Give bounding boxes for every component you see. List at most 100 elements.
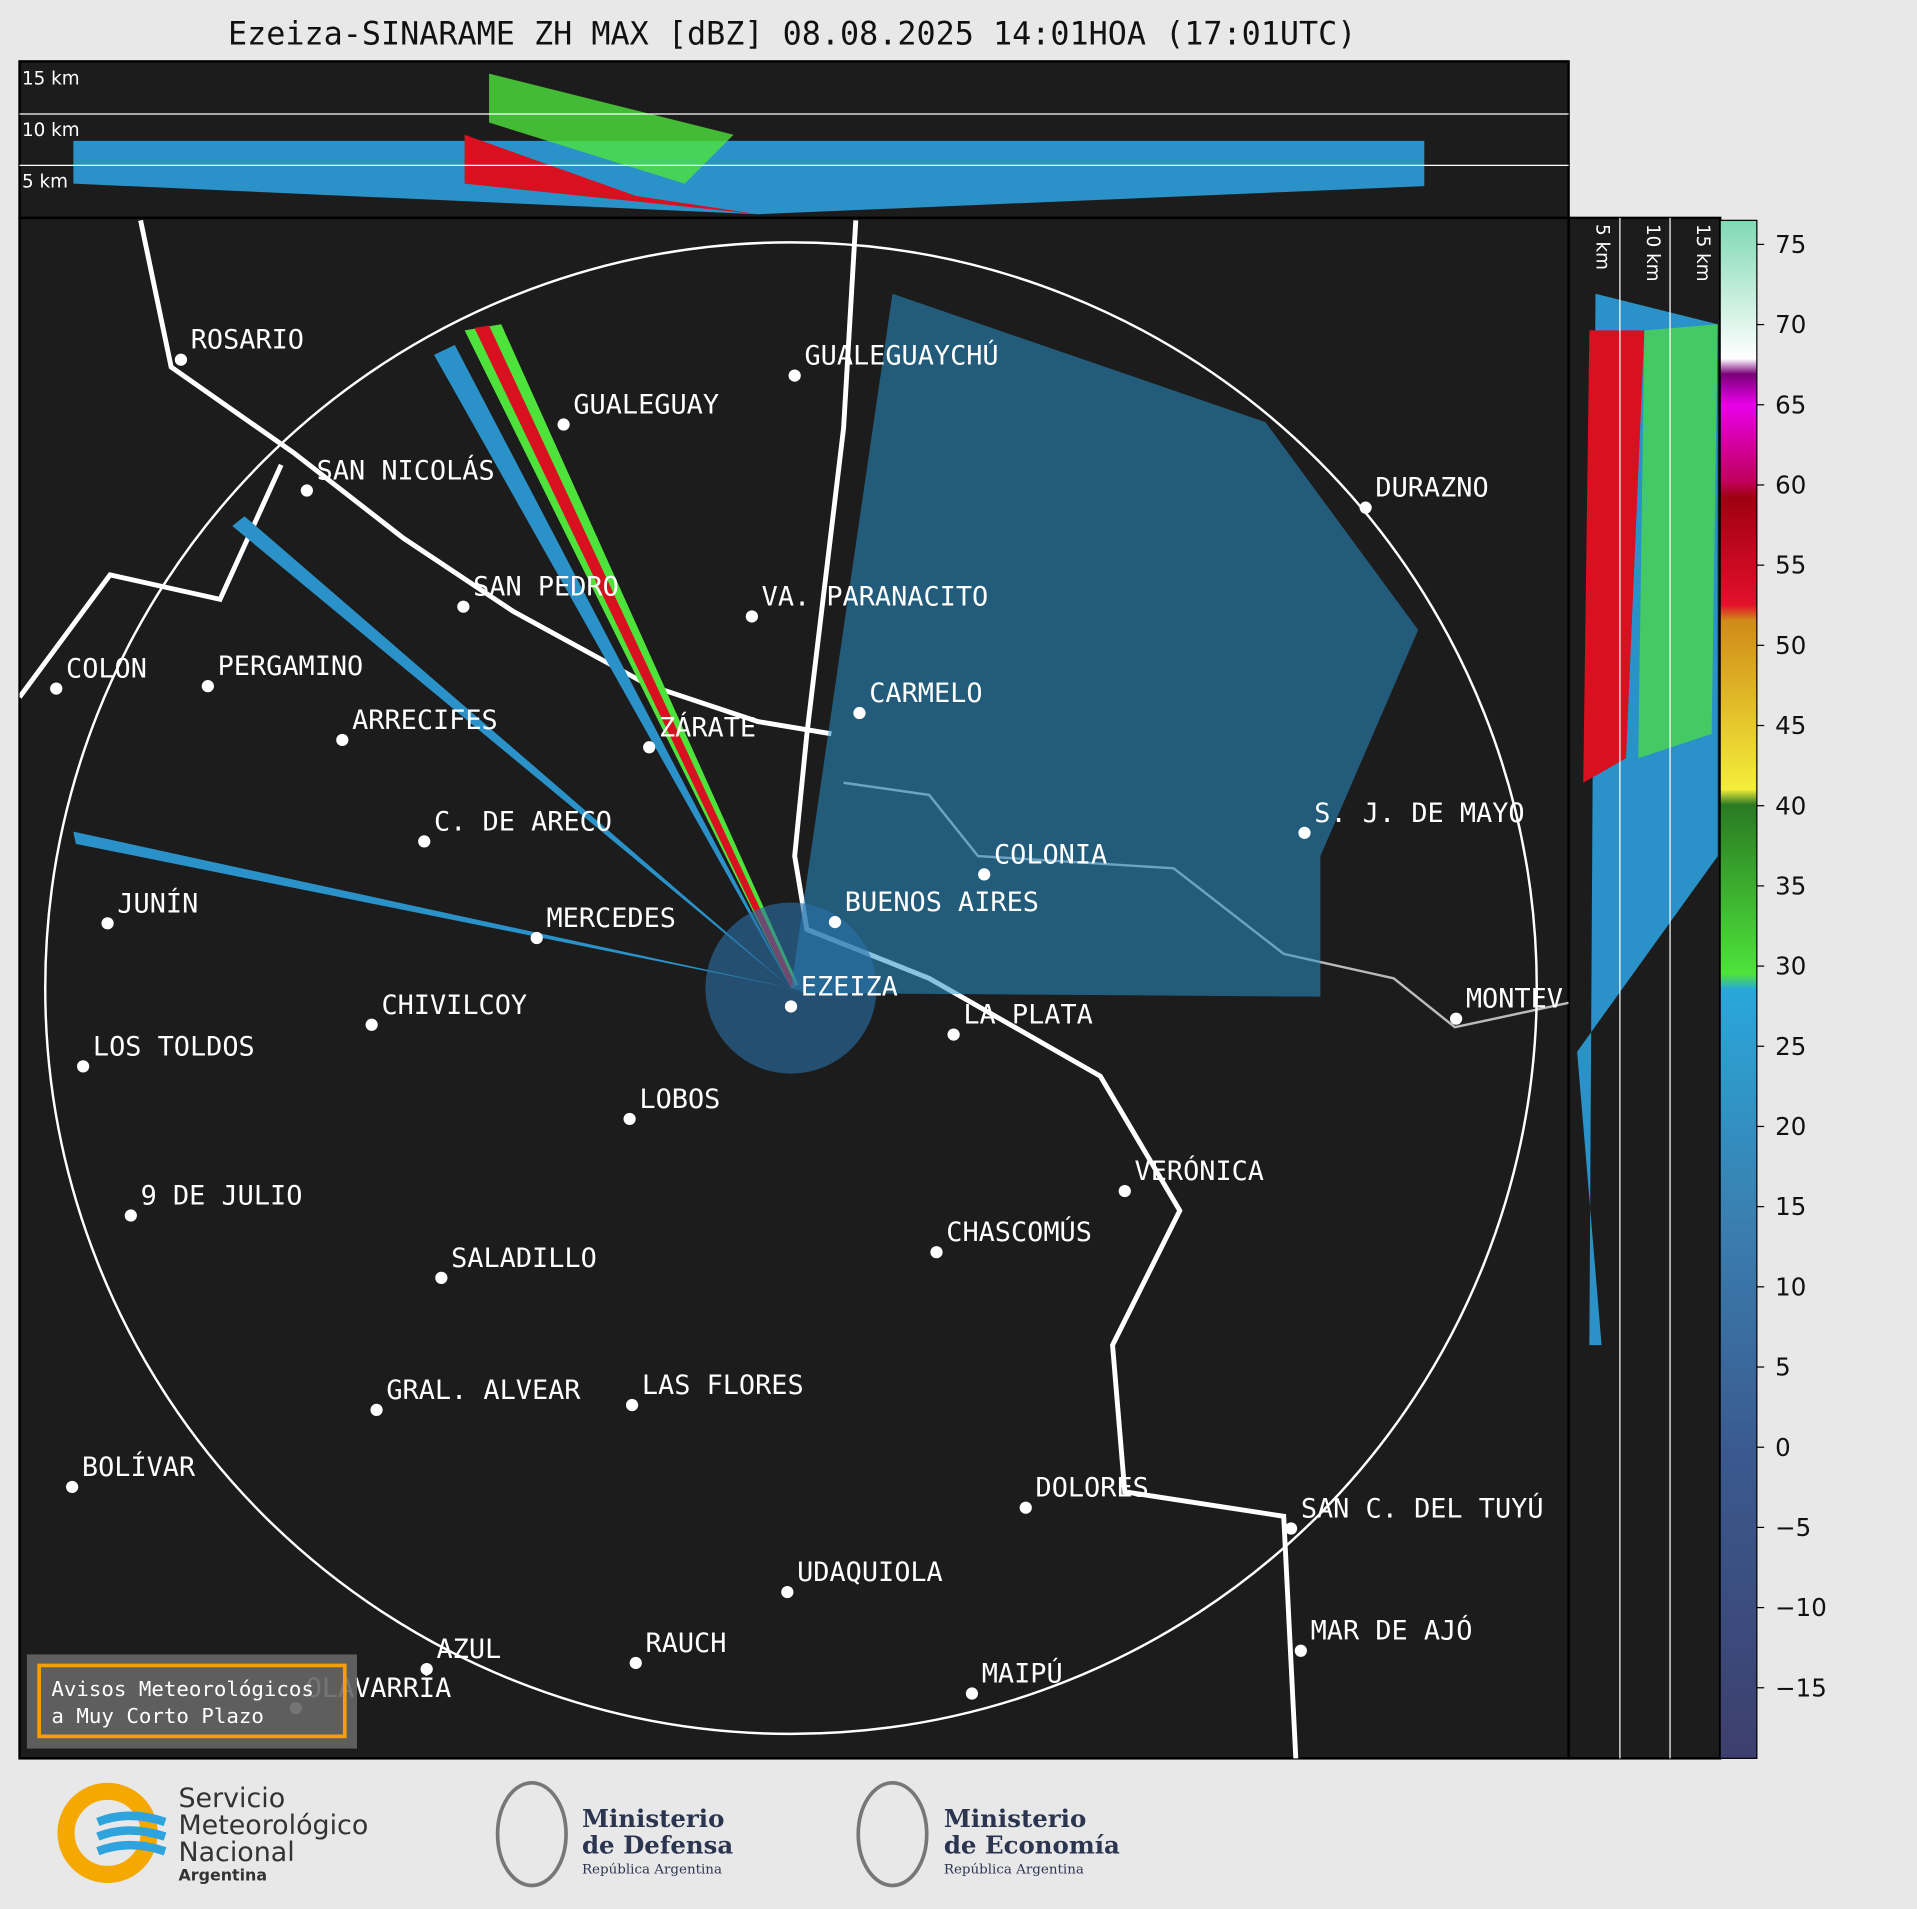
echo xyxy=(1638,324,1718,759)
city-label: GRAL. ALVEAR xyxy=(386,1375,581,1406)
coat-of-arms xyxy=(495,1780,568,1888)
title: Ezeiza-SINARAME ZH MAX [dBZ] 08.08.2025 … xyxy=(228,16,1356,52)
city-label: PERGAMINO xyxy=(218,651,364,682)
city-label: ROSARIO xyxy=(191,325,304,356)
warning-text: a Muy Corto Plazo xyxy=(51,1704,264,1728)
city-label: BUENOS AIRES xyxy=(845,887,1039,918)
height-label: 15 km xyxy=(22,69,80,90)
city-label: AZUL xyxy=(436,1634,501,1665)
city-label: DOLORES xyxy=(1036,1473,1149,1504)
echo xyxy=(1583,330,1645,783)
city-label: EZEIZA xyxy=(801,971,898,1002)
city-dot xyxy=(1284,1522,1298,1535)
city-dot xyxy=(745,610,758,623)
colorbar-tick-label: 30 xyxy=(1775,952,1806,981)
city-dot xyxy=(300,484,313,497)
city-dot xyxy=(457,600,470,613)
colorbar-tick-label: 70 xyxy=(1775,310,1806,339)
city-dot xyxy=(1298,826,1311,839)
city-dot xyxy=(643,741,656,754)
city-dot xyxy=(1019,1501,1032,1514)
colorbar-tick-label: 40 xyxy=(1775,791,1806,820)
city-label: SAN C. DEL TUYÚ xyxy=(1301,1492,1544,1524)
city-dot xyxy=(629,1656,642,1670)
city-label: RAUCH xyxy=(646,1628,727,1659)
echo xyxy=(464,134,758,215)
city-dot xyxy=(77,1060,90,1073)
city-label: 9 DE JULIO xyxy=(141,1181,303,1212)
colorbar-tick-label: −15 xyxy=(1775,1673,1827,1702)
city-dot xyxy=(781,1585,794,1599)
city-label: SALADILLO xyxy=(451,1243,597,1274)
city-dot xyxy=(1449,1012,1463,1025)
colorbar-tick-label: 5 xyxy=(1775,1353,1791,1382)
colorbar-tick-label: 35 xyxy=(1775,871,1806,900)
city-label: UDAQUIOLA xyxy=(797,1557,943,1588)
map-layer xyxy=(19,219,1569,1759)
logo-text: República Argentina xyxy=(944,1862,1084,1877)
city-label: LAS FLORES xyxy=(642,1370,804,1401)
city-label: ZÁRATE xyxy=(659,711,756,743)
city-label: VERÓNICA xyxy=(1135,1155,1264,1187)
city-dot xyxy=(418,835,431,848)
city-dot xyxy=(50,682,63,695)
city-dot xyxy=(788,369,801,382)
city-dot xyxy=(365,1018,378,1031)
city-label: COLONIA xyxy=(994,839,1107,870)
city-dot xyxy=(201,680,214,693)
colorbar-tick-label: 20 xyxy=(1775,1112,1806,1141)
city-dot xyxy=(174,353,188,366)
city-label: MAIPÚ xyxy=(982,1658,1063,1690)
city-dot xyxy=(1359,501,1372,514)
colorbar-tick-label: 25 xyxy=(1775,1032,1806,1061)
city-label: ARRECIFES xyxy=(352,705,498,736)
logo-text: Ministerio xyxy=(944,1804,1086,1833)
colorbar-tick-label: 60 xyxy=(1775,471,1806,500)
echo xyxy=(232,516,792,989)
city-label: CARMELO xyxy=(869,678,982,709)
city-dot xyxy=(557,418,570,431)
city-dot xyxy=(623,1112,636,1126)
city-label: MAR DE AJÓ xyxy=(1311,1615,1473,1647)
city-label: MONTEV xyxy=(1466,984,1563,1015)
logo-text: de Defensa xyxy=(582,1831,733,1860)
colorbar-tick-label: 50 xyxy=(1775,631,1806,660)
city-dot xyxy=(784,1000,798,1013)
city-dot xyxy=(978,868,991,881)
city-label: GUALEGUAY xyxy=(573,390,719,421)
colorbar xyxy=(1719,219,1758,1759)
city-dot xyxy=(66,1480,79,1494)
colorbar-tick-label: 0 xyxy=(1775,1433,1791,1462)
cities: ROSARIO GUALEGUAYCHÚ GUALEGUAY SAN NICOLÁS D… xyxy=(50,325,1563,1715)
city-dot xyxy=(420,1662,433,1676)
colorbar-tick-label: −10 xyxy=(1775,1593,1827,1622)
city-label: COLON xyxy=(66,654,147,685)
city-dot xyxy=(336,733,349,747)
city-label: S. J. DE MAYO xyxy=(1314,798,1524,829)
height-label: 5 km xyxy=(1592,224,1613,270)
height-label: 10 km xyxy=(22,120,80,141)
coat-of-arms xyxy=(856,1780,929,1888)
colorbar-tick-label: 65 xyxy=(1775,390,1806,419)
city-dot xyxy=(124,1209,137,1222)
coastline xyxy=(792,220,1299,1759)
logo-text: Ministerio xyxy=(582,1804,724,1833)
city-label: BOLÍVAR xyxy=(82,1451,196,1483)
warning-box[interactable] xyxy=(37,1663,347,1739)
city-dot xyxy=(370,1403,383,1417)
echo xyxy=(434,345,792,989)
logo-text: Meteorológico xyxy=(178,1810,368,1841)
city-label: LOS TOLDOS xyxy=(93,1031,255,1062)
logo-text: República Argentina xyxy=(582,1862,722,1877)
colorbar-tick-label: −5 xyxy=(1775,1513,1811,1542)
height-label: 15 km xyxy=(1692,224,1713,282)
logo-text: Argentina xyxy=(178,1866,267,1885)
city-label: DURAZNO xyxy=(1375,473,1488,504)
height-label: 10 km xyxy=(1642,224,1663,282)
smn-logo xyxy=(96,1811,167,1856)
echo xyxy=(474,325,796,989)
echo xyxy=(791,293,1419,997)
colorbar-ticks: −15 −10 −5 0 5 10 15 20 25 30 35 40 45 50 55 60 65 70 75 xyxy=(1756,230,1827,1702)
echo xyxy=(489,73,734,184)
